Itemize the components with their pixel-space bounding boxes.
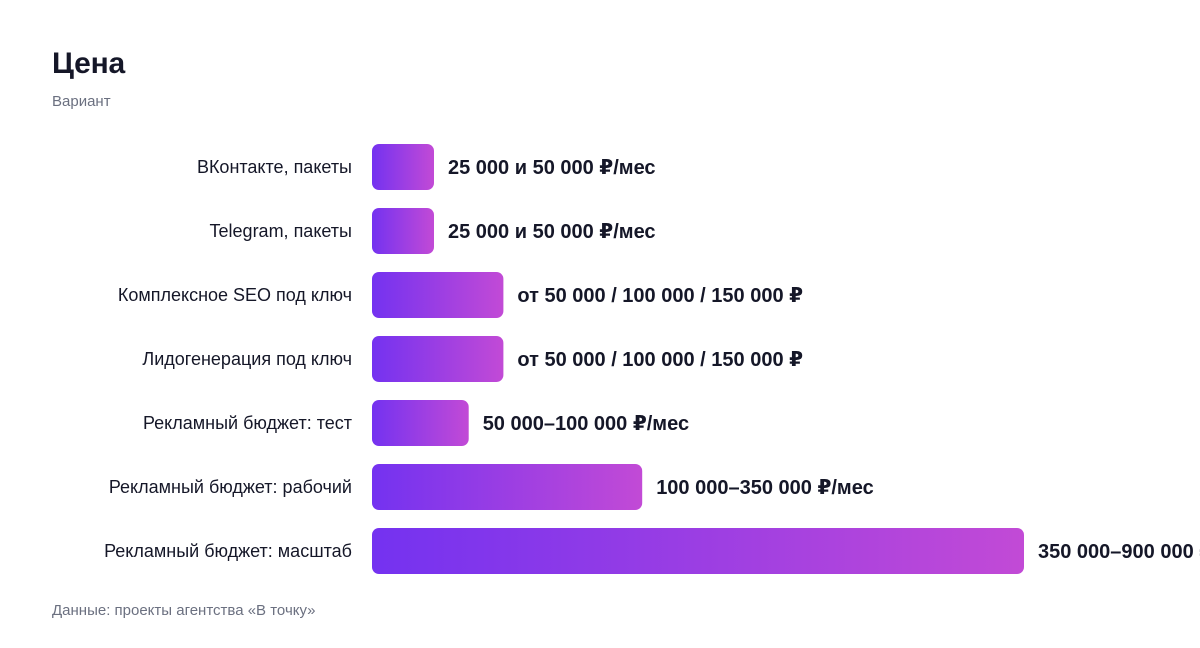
category-label: ВКонтакте, пакеты xyxy=(197,157,352,177)
value-label: 100 000–350 000 ₽/мес xyxy=(656,477,874,499)
value-label: 50 000–100 000 ₽/мес xyxy=(483,413,689,435)
bar xyxy=(372,528,1024,574)
bar xyxy=(372,336,504,382)
bar xyxy=(372,400,469,446)
bar xyxy=(372,208,434,254)
bar-row: ВКонтакте, пакеты 25 000 и 50 000 ₽/мес xyxy=(197,144,656,190)
bar-row: Рекламный бюджет: рабочий 100 000–350 000… xyxy=(109,464,874,510)
value-label: от 50 000 / 100 000 / 150 000 ₽ xyxy=(517,285,803,307)
bar-row: Telegram, пакеты 25 000 и 50 000 ₽/мес xyxy=(210,208,656,254)
value-label: от 50 000 / 100 000 / 150 000 ₽ xyxy=(517,349,803,371)
bar xyxy=(372,272,504,318)
category-label: Рекламный бюджет: рабочий xyxy=(109,477,352,497)
bar xyxy=(372,144,434,190)
bar-row: Рекламный бюджет: масштаб 350 000–900 000… xyxy=(104,528,1200,574)
value-label: 25 000 и 50 000 ₽/мес xyxy=(448,157,656,179)
bar-row: Комплексное SEO под ключ от 50 000 / 100 … xyxy=(118,272,803,318)
bar xyxy=(372,464,643,510)
category-label: Комплексное SEO под ключ xyxy=(118,285,352,305)
chart-title: Цена xyxy=(52,47,125,80)
value-label: 25 000 и 50 000 ₽/мес xyxy=(448,221,656,243)
bar-row: Лидогенерация под ключ от 50 000 / 100 00… xyxy=(142,336,803,382)
chart-subtitle: Вариант xyxy=(52,93,111,110)
category-label: Telegram, пакеты xyxy=(210,221,352,241)
bars-layer: ВКонтакте, пакеты 25 000 и 50 000 ₽/месTe… xyxy=(104,144,1200,574)
category-label: Лидогенерация под ключ xyxy=(142,349,352,369)
bar-row: Рекламный бюджет: тест 50 000–100 000 ₽/м… xyxy=(143,400,689,446)
value-label: 350 000–900 000 ₽/мес xyxy=(1038,541,1200,563)
category-label: Рекламный бюджет: масштаб xyxy=(104,541,352,561)
category-label: Рекламный бюджет: тест xyxy=(143,413,352,433)
data-source-note: Данные: проекты агентства «В точку» xyxy=(52,602,316,619)
